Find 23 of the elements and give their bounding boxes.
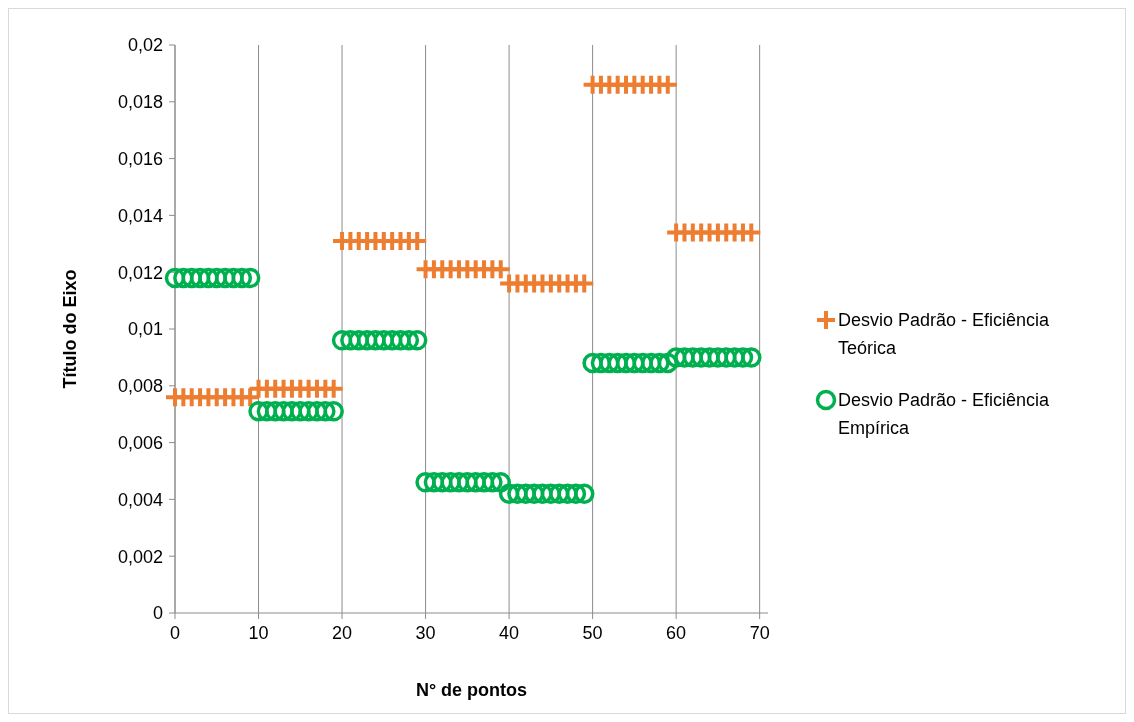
y-tick-label: 0,014: [117, 205, 163, 226]
y-tick-label: 0,02: [127, 35, 163, 56]
y-tick-label: 0,002: [117, 546, 163, 567]
x-tick-label: 60: [666, 623, 687, 643]
y-tick-label: 0,018: [117, 92, 163, 113]
x-axis-title: N° de pontos: [415, 680, 528, 700]
x-tick-label: 20: [332, 623, 353, 643]
y-tick-label: 0,006: [117, 432, 163, 453]
x-tick-label: 10: [248, 623, 269, 643]
y-tick-label: 0,012: [117, 262, 163, 283]
x-tick-label: 70: [749, 623, 770, 643]
y-tick-label: 0: [152, 603, 163, 624]
y-axis-title: Título do Eixo: [60, 269, 80, 389]
x-tick-label: 0: [169, 623, 181, 643]
legend-label: Desvio Padrão - Eficiência Teórica: [838, 310, 1051, 359]
x-tick-label: 30: [415, 623, 436, 643]
y-tick-label: 0,004: [117, 489, 163, 510]
x-tick-label: 50: [582, 623, 603, 643]
y-tick-label: 0,008: [117, 376, 163, 397]
y-tick-label: 0,01: [127, 319, 163, 340]
legend-label: Desvio Padrão - Eficiência Empírica: [838, 390, 1051, 439]
y-tick-label: 0,016: [117, 148, 163, 169]
x-tick-label: 40: [499, 623, 520, 643]
